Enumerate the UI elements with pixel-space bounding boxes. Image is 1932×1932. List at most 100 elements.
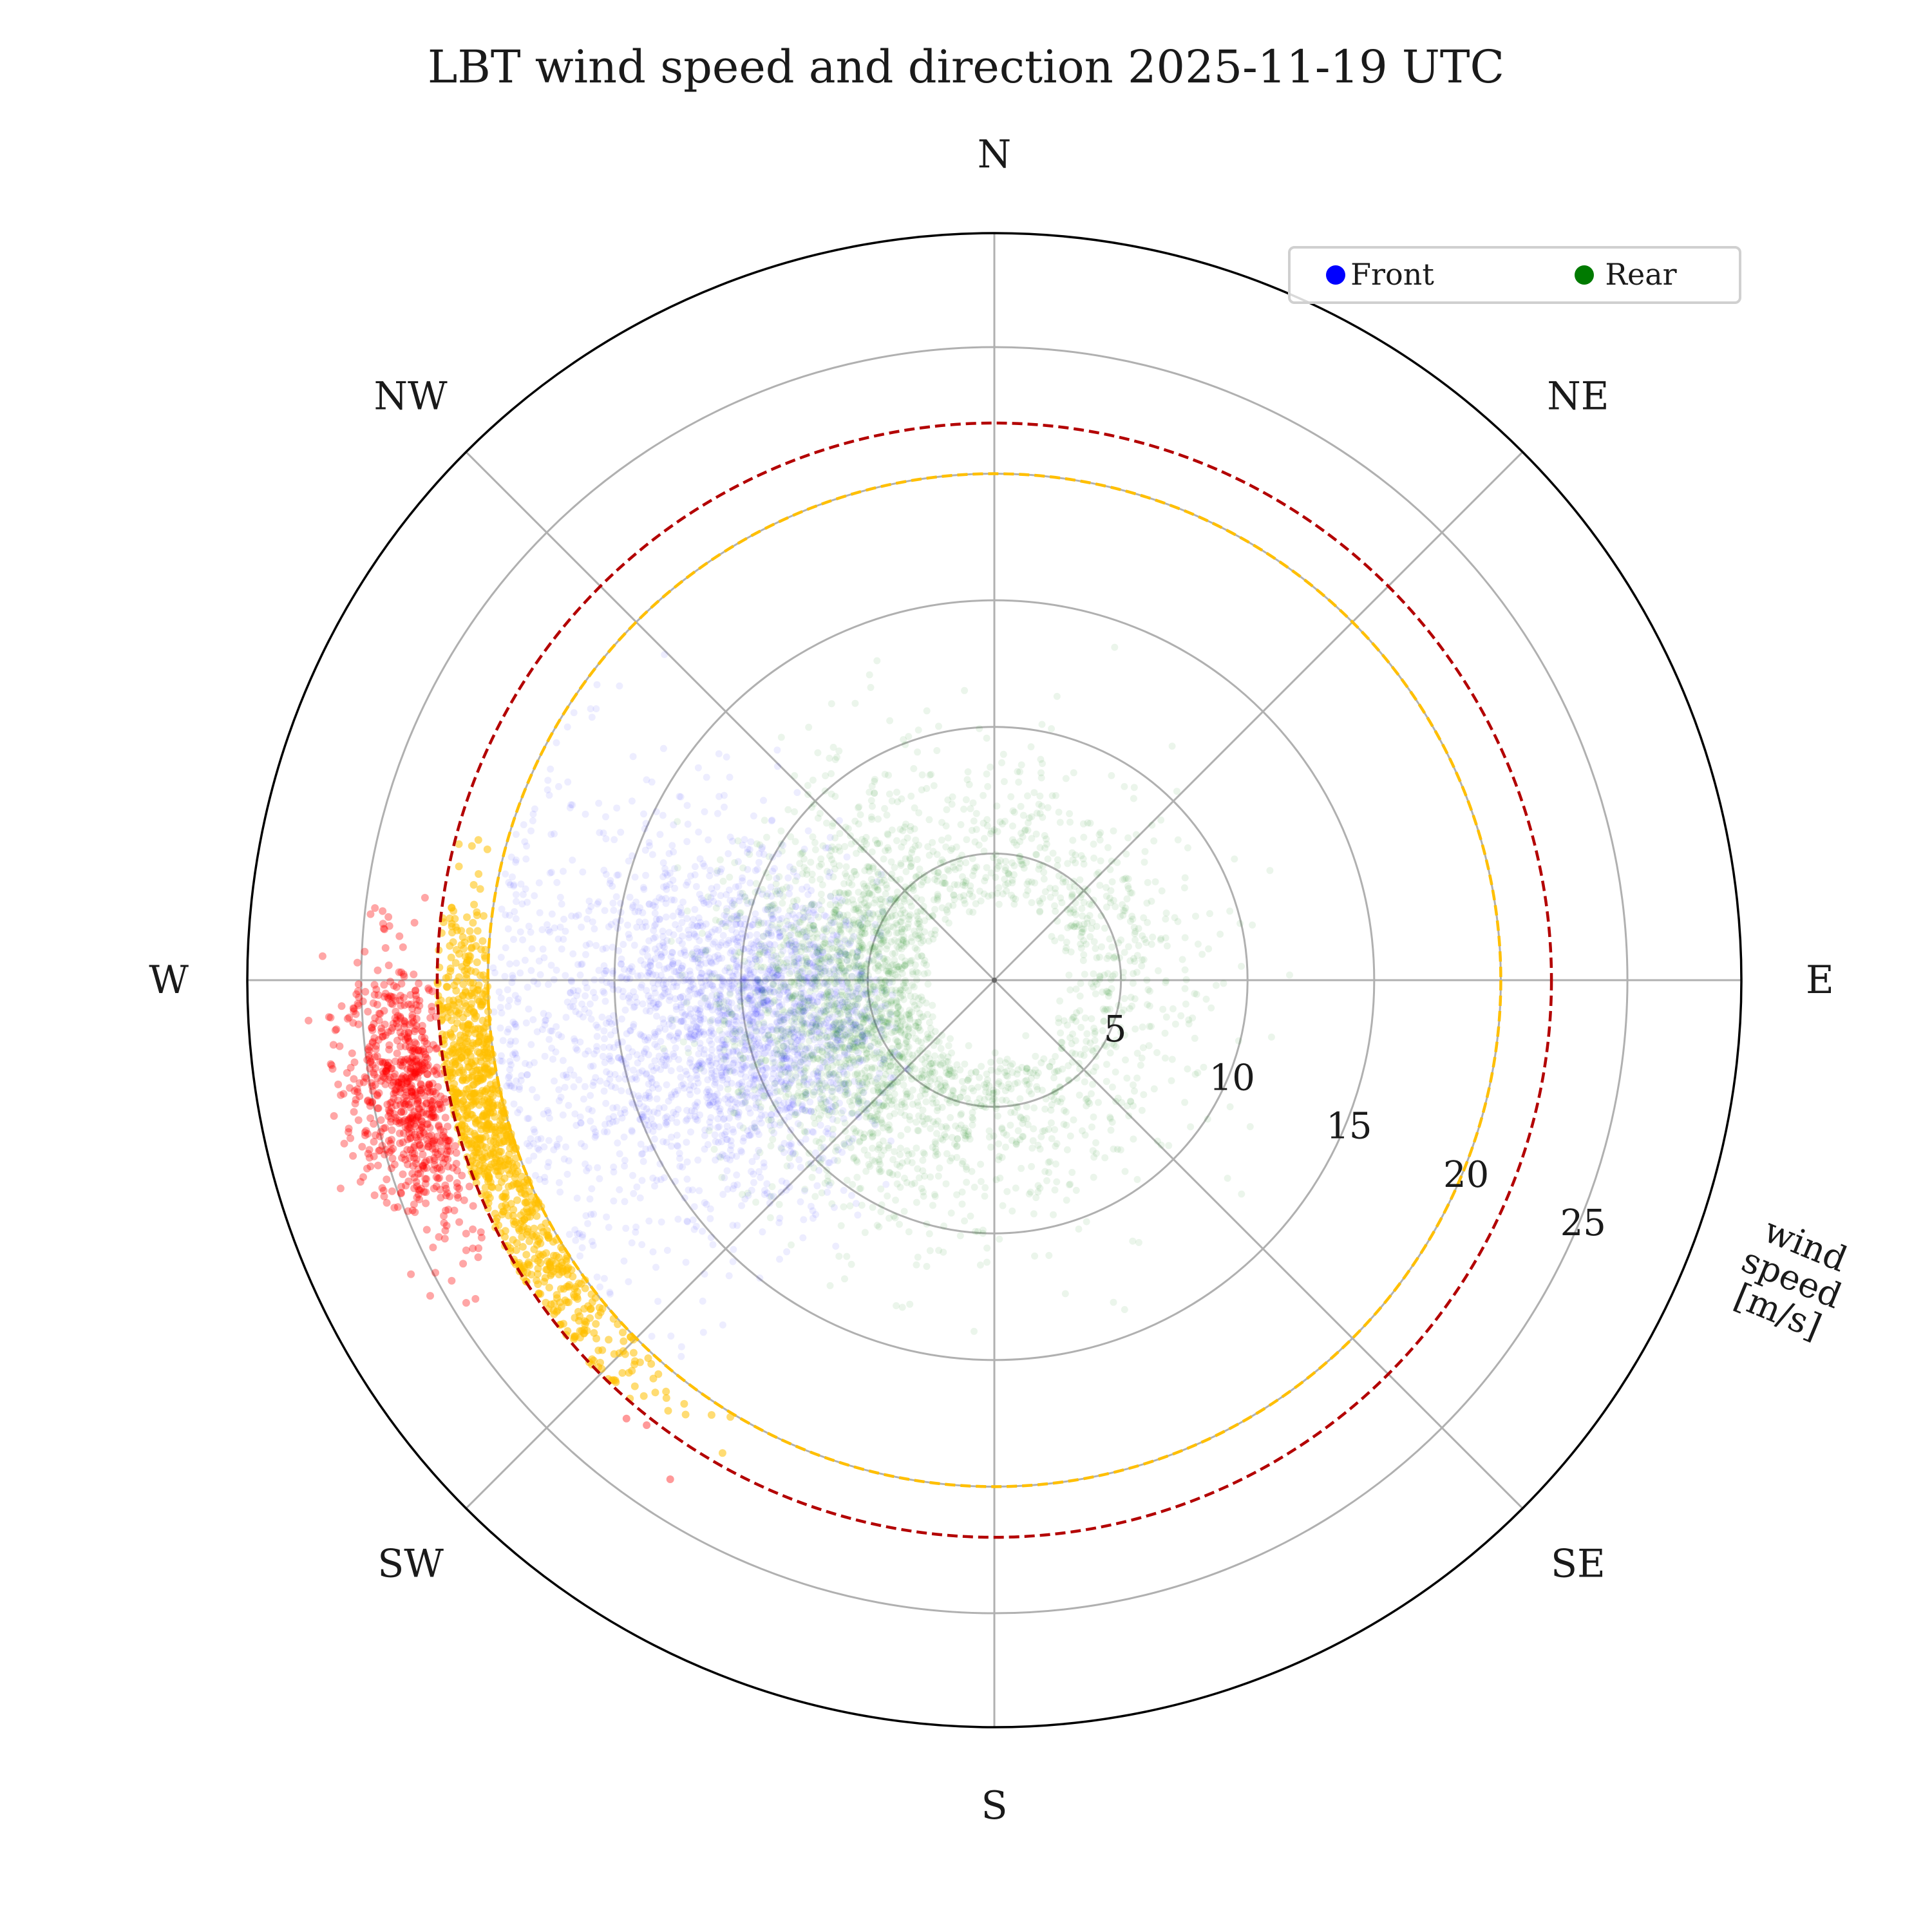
rear-point: [801, 1067, 809, 1075]
front-point: [683, 1158, 691, 1166]
rear-point: [884, 844, 891, 851]
front-point: [761, 1023, 768, 1030]
rear-point: [1122, 1056, 1129, 1064]
front-point: [799, 1012, 807, 1019]
front-point: [667, 953, 675, 960]
rear-point: [1030, 1210, 1037, 1218]
front-point: [512, 858, 520, 866]
front-point: [710, 898, 717, 905]
front-point: [569, 857, 576, 864]
rear-point: [1238, 963, 1245, 970]
front-point: [524, 1115, 531, 1122]
front-point: [739, 1066, 746, 1074]
front-point: [829, 919, 837, 927]
rear-point: [835, 747, 843, 755]
front-point: [739, 1137, 747, 1145]
front-point: [757, 1173, 764, 1181]
front-point: [510, 936, 517, 943]
rear-point: [909, 1101, 916, 1108]
front-point: [581, 1083, 589, 1090]
front-point: [593, 1046, 601, 1054]
front-point: [545, 1012, 553, 1019]
front-point: [786, 863, 793, 871]
front-point: [591, 1133, 599, 1141]
front-point: [739, 925, 746, 933]
rear-point: [1149, 933, 1157, 941]
front-point: [662, 913, 670, 921]
rear-point: [1159, 1005, 1167, 1013]
front-point: [618, 1056, 626, 1063]
front-point: [677, 994, 685, 1001]
front-point: [797, 1033, 804, 1041]
rear-point: [999, 1202, 1007, 1209]
front-point: [630, 988, 638, 996]
front-point: [715, 1016, 723, 1024]
front-point: [506, 960, 514, 968]
rear-point: [1126, 918, 1134, 925]
rear-point: [902, 855, 909, 863]
rear-point: [1047, 1106, 1055, 1114]
front-point: [758, 986, 766, 994]
front-point: [689, 1036, 697, 1043]
rear-point: [1011, 1108, 1018, 1116]
rear-point: [774, 987, 782, 994]
rear-point: [1088, 1015, 1095, 1023]
front-point: [837, 1086, 844, 1094]
front-point: [607, 1031, 614, 1039]
front-point: [593, 1043, 601, 1050]
front-point: [725, 1018, 733, 1025]
rear-point: [996, 1174, 1004, 1182]
rear-point: [1063, 1146, 1071, 1153]
front-point: [539, 945, 547, 953]
rear-point: [1014, 1127, 1022, 1135]
front-point: [506, 1066, 514, 1074]
rear-point: [1036, 897, 1043, 905]
front-point: [662, 900, 670, 907]
front-point: [738, 1006, 746, 1014]
front-point: [719, 1151, 726, 1159]
rear-point: [805, 723, 813, 731]
front-point: [848, 972, 856, 980]
front-point: [809, 1128, 816, 1135]
rear-point: [853, 1173, 861, 1181]
front-point: [642, 871, 650, 879]
front-point: [727, 1142, 735, 1150]
front-point: [522, 885, 529, 893]
rear-point: [763, 892, 770, 900]
rear-point: [1133, 1176, 1141, 1183]
front-point: [755, 1131, 762, 1139]
front-point: [724, 1099, 732, 1107]
front-point: [547, 961, 555, 969]
front-point: [564, 723, 571, 731]
front-point: [761, 977, 769, 984]
rear-point: [1173, 788, 1180, 795]
front-point: [828, 1041, 835, 1049]
front-point: [738, 1202, 746, 1209]
rear-point: [728, 1010, 736, 1018]
rear-point: [828, 1200, 836, 1208]
front-point: [676, 793, 683, 800]
rear-point: [1066, 1034, 1074, 1041]
front-point: [605, 1015, 613, 1022]
rear-point: [849, 896, 857, 904]
rear-point: [947, 1113, 954, 1121]
front-point: [567, 989, 574, 997]
front-point: [740, 984, 748, 992]
rear-point: [746, 851, 753, 858]
front-point: [614, 871, 622, 878]
front-point: [591, 1050, 598, 1058]
front-point: [579, 1013, 587, 1021]
rear-point: [784, 806, 792, 813]
rear-point: [720, 1056, 728, 1063]
front-point: [697, 969, 705, 977]
front-point: [779, 947, 787, 955]
front-point: [712, 1059, 720, 1067]
front-point: [730, 1245, 737, 1253]
front-point: [683, 802, 691, 810]
front-point: [851, 1026, 859, 1034]
front-point: [822, 965, 829, 972]
front-point: [662, 895, 670, 902]
front-point: [504, 1003, 512, 1010]
front-point: [544, 1106, 551, 1114]
front-point: [811, 911, 819, 919]
